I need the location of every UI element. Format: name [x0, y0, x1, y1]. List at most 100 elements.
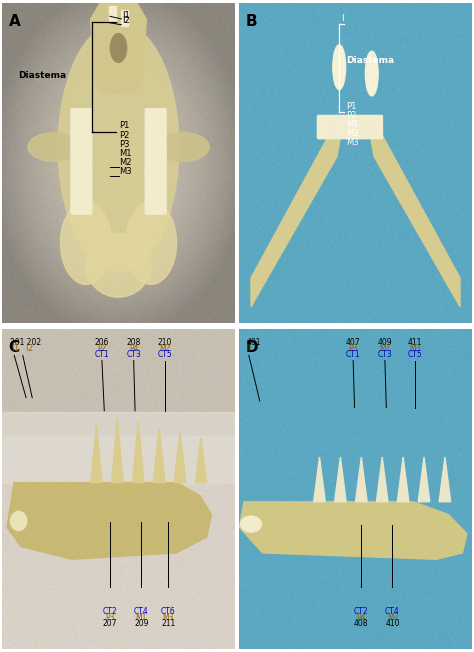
FancyBboxPatch shape — [145, 196, 166, 214]
Text: 208: 208 — [127, 338, 141, 347]
FancyBboxPatch shape — [145, 126, 166, 144]
Text: B: B — [246, 14, 257, 29]
Text: M2: M2 — [387, 613, 398, 622]
Ellipse shape — [240, 516, 262, 532]
Polygon shape — [397, 457, 409, 502]
FancyBboxPatch shape — [71, 144, 92, 162]
Text: 411: 411 — [408, 338, 422, 347]
Text: CT1: CT1 — [346, 349, 360, 359]
Text: CT5: CT5 — [157, 349, 173, 359]
Ellipse shape — [10, 511, 27, 531]
Text: 410: 410 — [385, 619, 400, 628]
Text: 207: 207 — [103, 619, 117, 628]
Polygon shape — [91, 425, 102, 482]
Text: CT6: CT6 — [161, 607, 176, 616]
Polygon shape — [7, 482, 211, 559]
Text: CT4: CT4 — [134, 607, 149, 616]
Text: P1: P1 — [346, 102, 356, 111]
Text: P2: P2 — [97, 344, 107, 353]
FancyBboxPatch shape — [145, 179, 166, 196]
Text: P3: P3 — [105, 613, 115, 622]
Text: P3: P3 — [348, 344, 358, 353]
Ellipse shape — [60, 201, 111, 284]
Text: 210: 210 — [158, 338, 172, 347]
Text: M3: M3 — [119, 167, 132, 176]
Polygon shape — [132, 422, 144, 482]
Text: I: I — [247, 344, 250, 353]
Text: CT2: CT2 — [103, 607, 117, 616]
Text: I1: I1 — [122, 10, 130, 20]
Polygon shape — [335, 457, 346, 502]
FancyBboxPatch shape — [145, 162, 166, 179]
Text: I1   I2: I1 I2 — [12, 344, 34, 353]
Text: M3: M3 — [410, 344, 421, 353]
Bar — [109, 7, 116, 22]
Text: D: D — [246, 340, 258, 355]
Text: CT3: CT3 — [126, 349, 141, 359]
Text: P1: P1 — [119, 121, 130, 130]
Text: 209: 209 — [134, 619, 148, 628]
Text: M1: M1 — [119, 149, 132, 158]
Ellipse shape — [28, 132, 79, 162]
FancyBboxPatch shape — [71, 196, 92, 214]
Polygon shape — [91, 3, 146, 93]
Ellipse shape — [158, 132, 209, 162]
Text: 409: 409 — [378, 338, 392, 347]
Text: P2: P2 — [346, 111, 356, 120]
Text: P4: P4 — [129, 344, 138, 353]
Polygon shape — [439, 457, 451, 502]
Text: P4: P4 — [356, 613, 366, 622]
Text: C: C — [9, 340, 19, 355]
Text: 401: 401 — [246, 338, 261, 347]
Polygon shape — [153, 428, 165, 482]
Text: CT2: CT2 — [354, 607, 368, 616]
Text: M1: M1 — [379, 344, 391, 353]
Polygon shape — [239, 502, 467, 559]
FancyBboxPatch shape — [145, 109, 166, 126]
FancyBboxPatch shape — [71, 126, 92, 144]
Text: 206: 206 — [95, 338, 109, 347]
Text: M3: M3 — [346, 138, 359, 147]
Text: 408: 408 — [354, 619, 368, 628]
Text: 211: 211 — [161, 619, 175, 628]
Polygon shape — [195, 438, 207, 482]
Ellipse shape — [126, 201, 176, 284]
Text: CT5: CT5 — [408, 349, 423, 359]
Text: I2: I2 — [122, 16, 130, 25]
Text: 407: 407 — [346, 338, 360, 347]
Polygon shape — [418, 457, 430, 502]
Text: Diastema: Diastema — [18, 70, 66, 80]
Ellipse shape — [58, 22, 179, 272]
Bar — [2, 412, 235, 482]
FancyBboxPatch shape — [364, 115, 373, 139]
Polygon shape — [369, 125, 460, 307]
FancyBboxPatch shape — [355, 115, 364, 139]
Text: P3: P3 — [119, 140, 130, 149]
Text: A: A — [9, 14, 20, 29]
FancyBboxPatch shape — [327, 115, 336, 139]
FancyBboxPatch shape — [373, 115, 383, 139]
Polygon shape — [356, 457, 367, 502]
Text: M2: M2 — [159, 344, 171, 353]
Text: M3: M3 — [163, 613, 174, 622]
Text: M1: M1 — [346, 120, 358, 129]
Text: CT4: CT4 — [385, 607, 400, 616]
FancyBboxPatch shape — [336, 115, 345, 139]
Text: M2: M2 — [119, 158, 132, 167]
FancyBboxPatch shape — [318, 115, 327, 139]
FancyBboxPatch shape — [345, 115, 355, 139]
Text: CT3: CT3 — [377, 349, 392, 359]
FancyBboxPatch shape — [71, 109, 92, 126]
Text: M1: M1 — [136, 613, 147, 622]
Text: P2: P2 — [119, 130, 130, 140]
Ellipse shape — [333, 45, 346, 89]
FancyBboxPatch shape — [71, 179, 92, 196]
Ellipse shape — [110, 34, 127, 63]
Polygon shape — [376, 457, 388, 502]
Polygon shape — [314, 457, 325, 502]
Bar — [121, 10, 128, 25]
Text: I: I — [341, 14, 344, 23]
Text: CT1: CT1 — [95, 349, 109, 359]
Polygon shape — [111, 419, 123, 482]
Polygon shape — [174, 432, 186, 482]
